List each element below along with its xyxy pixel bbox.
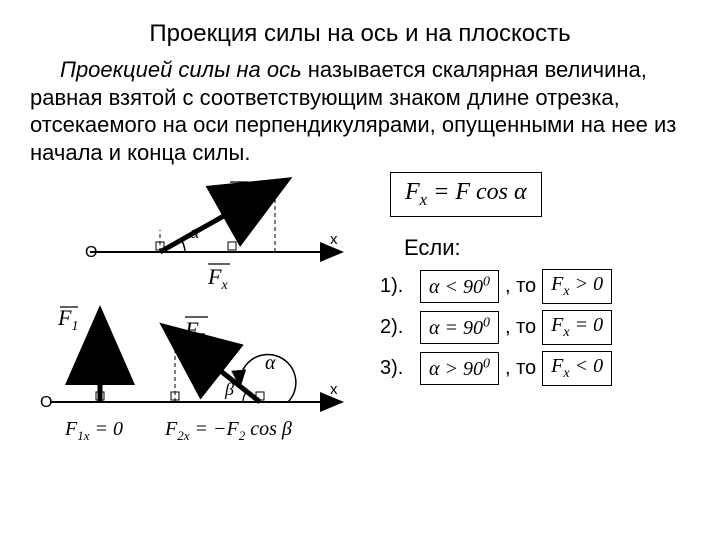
cond2-res: Fx = 0	[542, 310, 612, 345]
cond1-to: , то	[505, 275, 536, 298]
svg-text:О: О	[40, 394, 52, 411]
cond3-res: Fx < 0	[542, 351, 612, 386]
condition-2: 2). α = 900 , то Fx = 0	[380, 310, 690, 345]
svg-text:x: x	[330, 231, 338, 248]
condition-1: 1). α < 900 , то Fx > 0	[380, 269, 690, 304]
force-diagrams-svg: О x α F Fx	[30, 172, 370, 462]
svg-text:F2x = −F2 cos β: F2x = −F2 cos β	[164, 418, 292, 443]
page-title: Проекция силы на ось и на плоскость	[30, 20, 690, 48]
diagrams-column: О x α F Fx	[30, 172, 370, 462]
cond1-num: 1).	[380, 275, 414, 298]
svg-text:F2: F2	[184, 317, 205, 346]
definition-text: Проекцией силы на ось называется скаляр­…	[30, 56, 690, 166]
cond2-expr: α = 900	[420, 311, 499, 344]
svg-text:О: О	[85, 244, 97, 261]
cond1-res: Fx > 0	[542, 269, 612, 304]
svg-text:α: α	[190, 222, 200, 242]
cond3-expr: α > 900	[420, 352, 499, 385]
cond3-num: 3).	[380, 357, 414, 380]
diagram-2: О x F1 α β	[40, 305, 340, 443]
definition-term: Проекцией силы на ось	[60, 57, 302, 82]
right-column: Fx = F cos α Если: 1). α < 900 , то Fx >…	[370, 172, 690, 392]
svg-text:β: β	[224, 379, 234, 399]
diagram-1: О x α F Fx	[85, 180, 340, 293]
cond2-to: , то	[505, 316, 536, 339]
svg-text:F: F	[229, 180, 244, 205]
svg-text:α: α	[265, 352, 276, 374]
condition-3: 3). α > 900 , то Fx < 0	[380, 351, 690, 386]
cond1-expr: α < 900	[420, 270, 499, 303]
svg-text:F1x = 0: F1x = 0	[64, 418, 123, 443]
svg-text:F1: F1	[57, 305, 78, 334]
cond2-num: 2).	[380, 316, 414, 339]
conditions-header: Если:	[404, 235, 690, 261]
content-row: О x α F Fx	[30, 172, 690, 462]
svg-text:x: x	[330, 381, 338, 398]
svg-text:Fx: Fx	[207, 264, 228, 293]
cond3-to: , то	[505, 357, 536, 380]
main-formula: Fx = F cos α	[390, 172, 542, 217]
